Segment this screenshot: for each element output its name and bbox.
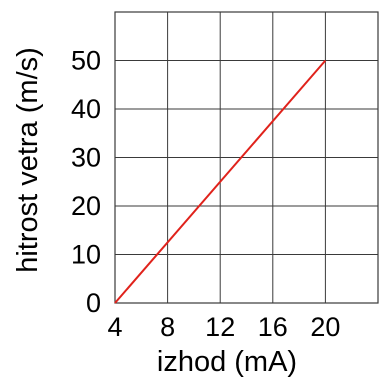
series-line bbox=[114, 59, 327, 304]
x-tick-label: 20 bbox=[310, 312, 340, 342]
x-tick-label: 16 bbox=[258, 312, 288, 342]
x-tick-label: 8 bbox=[160, 312, 175, 342]
grid-lines bbox=[114, 11, 378, 304]
y-tick-label: 10 bbox=[71, 240, 101, 270]
y-tick-labels: 0 10 20 30 40 50 bbox=[71, 46, 101, 319]
x-tick-label: 12 bbox=[205, 312, 235, 342]
y-tick-label: 50 bbox=[71, 46, 101, 76]
y-tick-label: 0 bbox=[86, 288, 101, 318]
y-axis-title: hitrost vetra (m/s) bbox=[12, 47, 44, 273]
plot-frame bbox=[114, 11, 379, 304]
series-layer bbox=[114, 59, 327, 304]
y-tick-label: 30 bbox=[71, 143, 101, 173]
x-tick-labels: 4 8 12 16 20 bbox=[107, 312, 340, 342]
x-axis-title: izhod (mA) bbox=[157, 346, 297, 378]
y-tick-label: 20 bbox=[71, 191, 101, 221]
y-tick-label: 40 bbox=[71, 94, 101, 124]
x-tick-label: 4 bbox=[107, 312, 122, 342]
